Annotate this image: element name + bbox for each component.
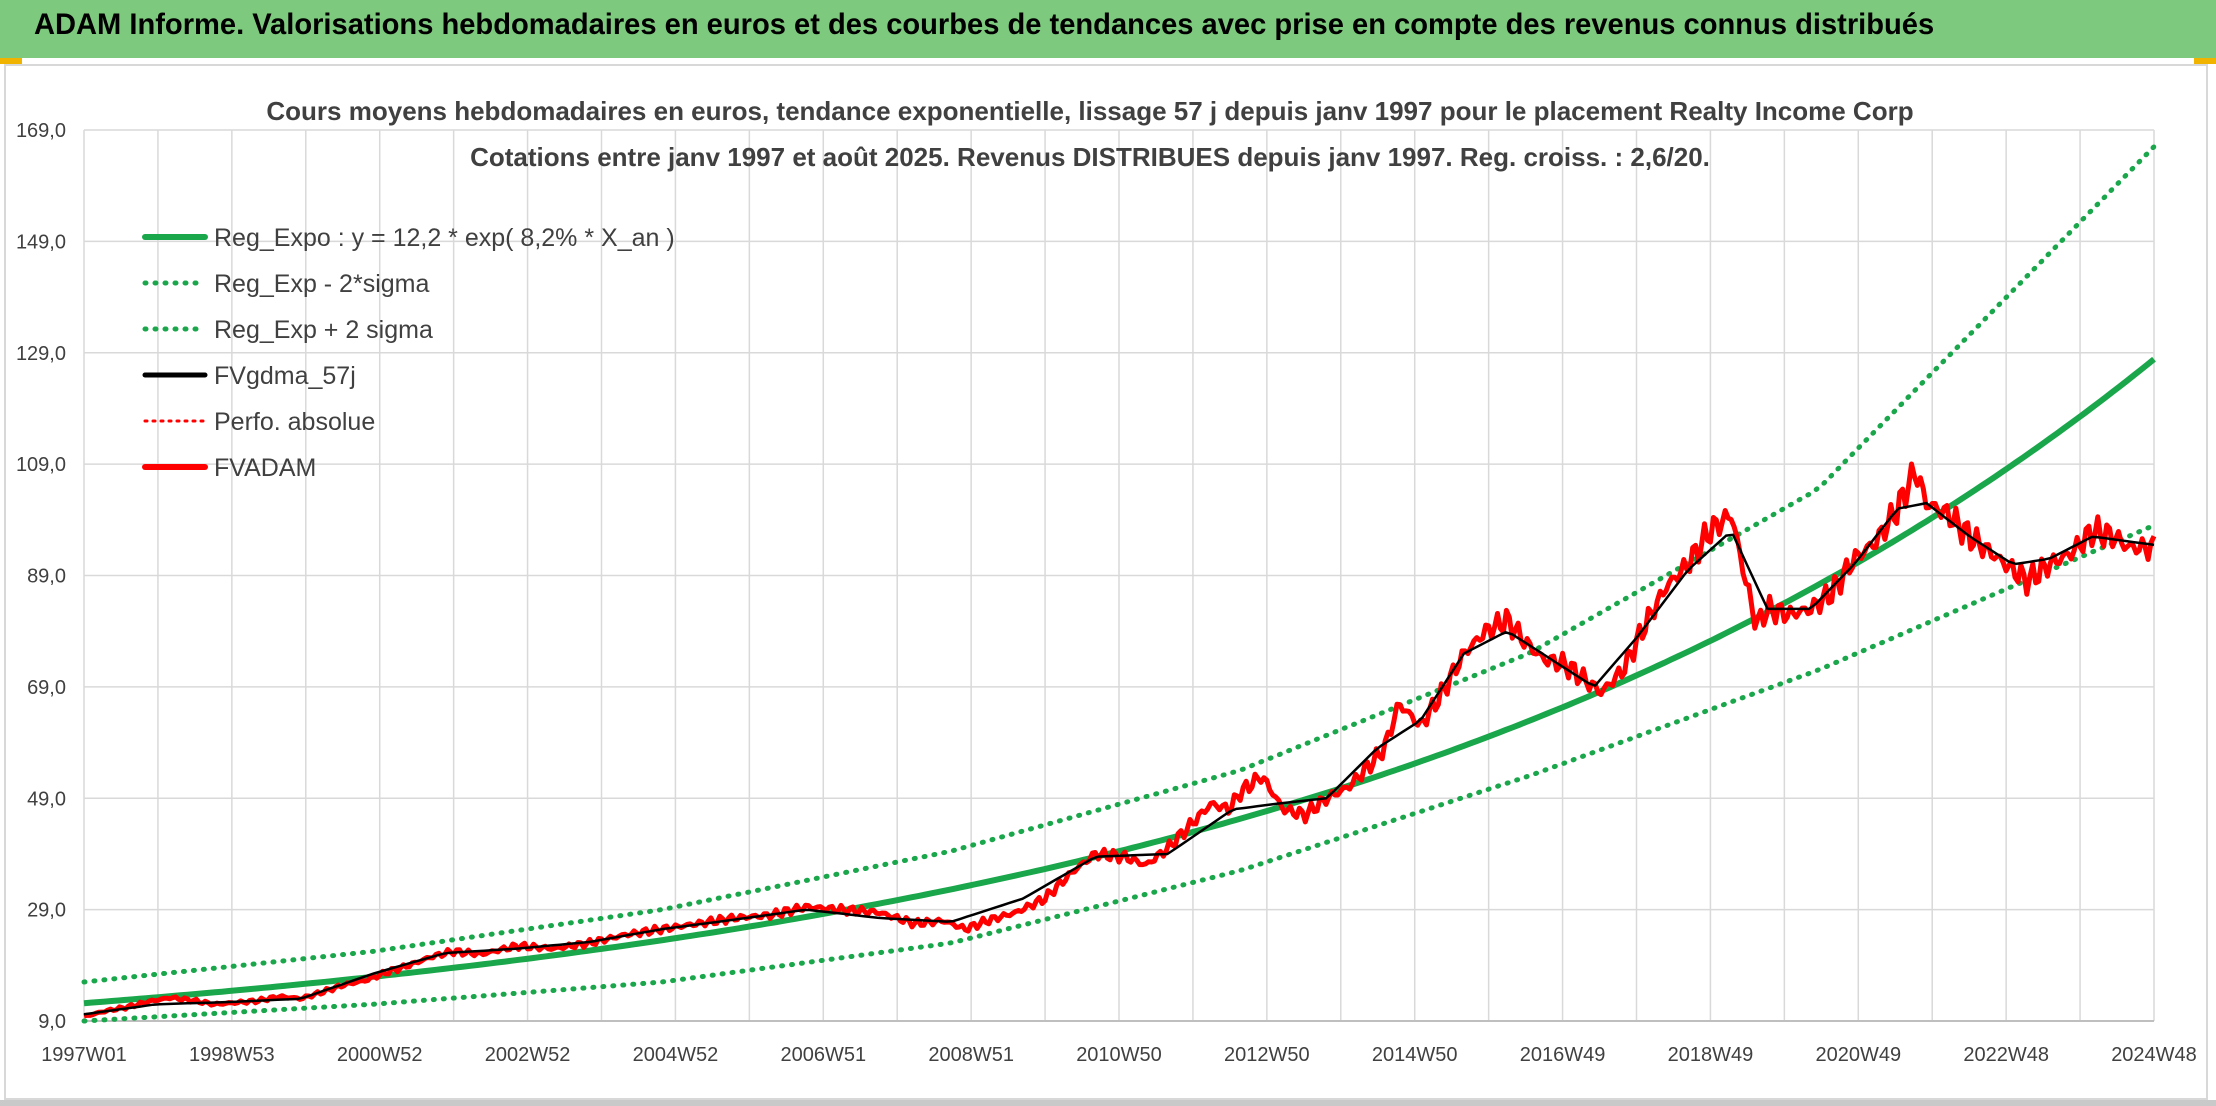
legend-item: FVADAM <box>214 454 316 482</box>
y-tick-label: 129,0 <box>16 343 66 365</box>
series-band-lower <box>81 522 2157 1024</box>
series-fvgdma-57j <box>83 501 2155 1016</box>
x-tick-label: 2012W50 <box>1224 1044 1310 1066</box>
x-tick-label: 2018W49 <box>1668 1044 1754 1066</box>
x-tick-label: 2008W51 <box>928 1044 1014 1066</box>
x-tick-label: 2000W52 <box>337 1044 423 1066</box>
y-tick-label: 49,0 <box>27 788 66 810</box>
x-tick-label: 2016W49 <box>1520 1044 1606 1066</box>
x-tick-label: 2010W50 <box>1076 1044 1162 1066</box>
corner-accent-right <box>2194 58 2216 64</box>
x-tick-label: 2022W48 <box>1963 1044 2049 1066</box>
curves <box>81 144 2157 1024</box>
x-tick-label: 2006W51 <box>780 1044 866 1066</box>
chart-title: Cours moyens hebdomadaires en euros, ten… <box>266 96 1913 126</box>
y-axis-ticks: 169,0 149,0 129,0 109,0 89,0 69,0 49,0 29,0 9,0 <box>16 120 66 1033</box>
y-tick-label: 169,0 <box>16 120 66 142</box>
legend-item: FVgdma_57j <box>214 362 356 390</box>
x-tick-label: 2004W52 <box>633 1044 719 1066</box>
corner-accent-left <box>0 58 22 64</box>
x-tick-label: 1998W53 <box>189 1044 275 1066</box>
series-band-upper <box>81 144 2157 985</box>
grid <box>83 129 2155 1022</box>
x-tick-label: 2024W48 <box>2111 1044 2197 1066</box>
y-tick-label: 29,0 <box>27 900 66 922</box>
x-tick-label: 1997W01 <box>41 1044 127 1066</box>
y-tick-label: 149,0 <box>16 231 66 253</box>
y-tick-label: 89,0 <box>27 566 66 588</box>
bottom-strip <box>0 1100 2216 1106</box>
series-reg-expo <box>83 356 2156 1007</box>
chart-subtitle: Cotations entre janv 1997 et août 2025. … <box>470 142 1710 172</box>
legend-item: Reg_Exp + 2 sigma <box>214 316 433 344</box>
x-axis-ticks: 1997W01 1998W53 2000W52 2002W52 2004W52 2006W… <box>41 1044 2197 1066</box>
legend: Reg_Expo : y = 12,2 * exp( 8,2% * X_an )… <box>142 224 675 482</box>
y-tick-label: 9,0 <box>38 1011 66 1033</box>
y-tick-label: 109,0 <box>16 454 66 476</box>
banner-title: ADAM Informe. Valorisations hebdomadaire… <box>34 8 1935 41</box>
x-tick-label: 2020W49 <box>1815 1044 1901 1066</box>
x-tick-label: 2002W52 <box>485 1044 571 1066</box>
chart-frame <box>4 64 2208 1100</box>
x-tick-label: 2014W50 <box>1372 1044 1458 1066</box>
legend-item: Reg_Exp - 2*sigma <box>214 270 429 298</box>
legend-item: Perfo. absolue <box>214 408 375 436</box>
legend-item: Reg_Expo : y = 12,2 * exp( 8,2% * X_an ) <box>214 224 675 252</box>
banner: ADAM Informe. Valorisations hebdomadaire… <box>0 0 2216 58</box>
y-tick-label: 69,0 <box>27 677 66 699</box>
